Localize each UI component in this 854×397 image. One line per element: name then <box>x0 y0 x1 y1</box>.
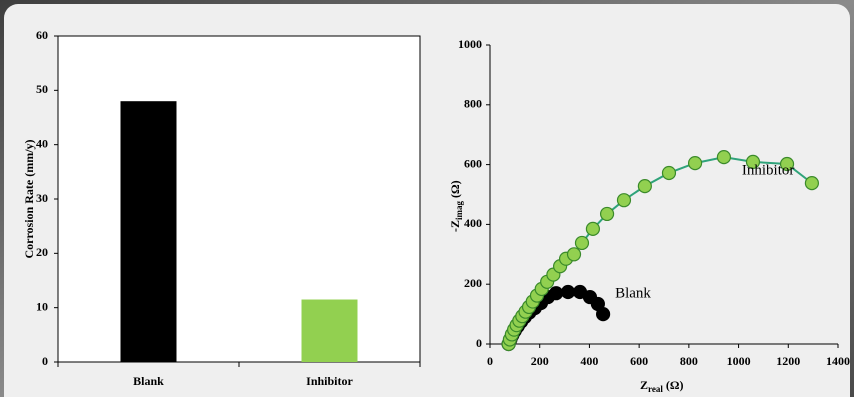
point <box>779 156 795 172</box>
y-tick-label: 600 <box>464 156 482 170</box>
y-tick-label: 800 <box>464 97 482 111</box>
series-annotation: Inhibitor <box>742 163 795 179</box>
y-axis-label: -Zimag (Ω) <box>448 180 464 232</box>
point <box>804 176 820 191</box>
x-tick-label: 600 <box>630 354 648 368</box>
y-axis-label-unit: (Ω) <box>448 180 462 198</box>
point <box>637 179 652 194</box>
y-tick-label: 30 <box>36 191 48 205</box>
bar <box>120 101 177 362</box>
point <box>560 284 576 300</box>
x-tick-label: 1200 <box>776 354 800 368</box>
x-tick-label: 1000 <box>727 354 751 368</box>
point <box>687 156 703 171</box>
point <box>585 221 601 236</box>
x-tick-label: 800 <box>680 354 698 368</box>
x-tick-label: Inhibitor <box>306 374 353 388</box>
point <box>745 154 761 170</box>
y-tick-label: 50 <box>36 82 48 96</box>
point <box>599 206 615 222</box>
x-axis-label-main: Z <box>640 378 648 392</box>
x-tick-label: 200 <box>531 354 549 368</box>
y-axis-label-sub: imag <box>454 201 464 220</box>
plot-area <box>57 35 421 363</box>
point <box>549 286 564 301</box>
x-axis-label-sub: real <box>648 384 663 394</box>
x-axis-label-unit: (Ω) <box>666 378 684 392</box>
x-tick-label: 1400 <box>826 354 850 368</box>
y-tick-label: 60 <box>36 28 48 42</box>
y-tick-label: 20 <box>36 245 48 259</box>
point <box>595 307 611 322</box>
y-tick-label: 10 <box>36 299 48 313</box>
x-axis-label: Zreal (Ω) <box>640 378 683 394</box>
point <box>716 150 732 165</box>
y-tick-label: 0 <box>476 336 482 350</box>
x-tick-label: 0 <box>487 354 493 368</box>
y-tick-label: 1000 <box>458 37 482 51</box>
point <box>574 235 590 251</box>
series-annotation: Blank <box>615 286 651 302</box>
y-tick-label: 400 <box>464 216 482 230</box>
bar <box>301 299 358 362</box>
point <box>616 193 632 208</box>
x-tick-label: Blank <box>133 374 164 388</box>
x-tick-label: 400 <box>580 354 598 368</box>
point <box>566 247 582 262</box>
y-tick-label: 200 <box>464 276 482 290</box>
y-axis-label: Corrosion Rate (mm/y) <box>22 139 36 258</box>
y-axis-label-main: -Z <box>448 220 462 232</box>
y-tick-label: 0 <box>42 354 48 368</box>
point <box>661 165 677 181</box>
y-tick-label: 40 <box>36 136 48 150</box>
